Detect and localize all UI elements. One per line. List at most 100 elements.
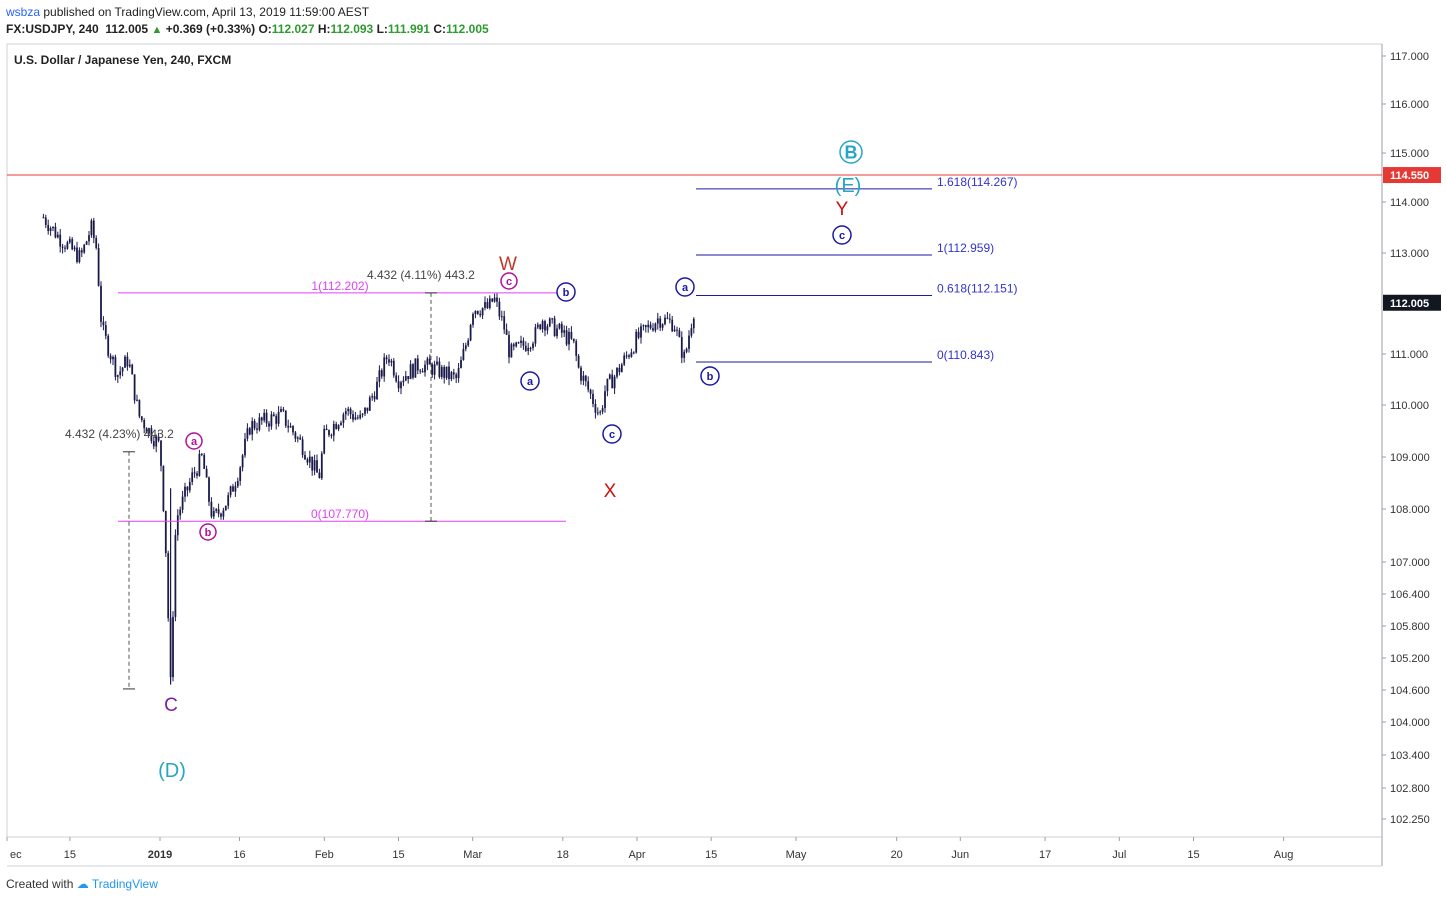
candle-body xyxy=(227,495,230,506)
y-tick-label: 104.000 xyxy=(1390,717,1430,729)
candle-body xyxy=(558,323,561,329)
candle-body xyxy=(229,486,232,496)
candle-body xyxy=(515,342,518,347)
last-price-label: 112.005 xyxy=(1390,298,1429,310)
candle-body xyxy=(563,330,566,333)
triangle-up-icon: ▲ xyxy=(151,24,163,36)
wave-label-b-major: B xyxy=(845,142,858,162)
x-tick-label: 17 xyxy=(1039,849,1051,861)
candle-body xyxy=(174,535,177,617)
candle-body xyxy=(356,417,359,419)
candle-body xyxy=(253,421,256,429)
candle-body xyxy=(606,378,609,392)
candle-body xyxy=(270,414,273,427)
candle-body xyxy=(589,389,592,394)
candle-body xyxy=(688,335,690,349)
candle-body xyxy=(421,371,424,373)
candle-body xyxy=(349,408,352,415)
measure-label: 4.432 (4.11%) 443.2 xyxy=(367,268,475,282)
candle-body xyxy=(644,325,647,328)
candle-body xyxy=(287,425,290,428)
wave-label-d: (D) xyxy=(158,760,186,782)
y-tick-label: 116.000 xyxy=(1390,99,1429,111)
x-tick-label: Aug xyxy=(1274,849,1294,861)
y-tick-label: 109.000 xyxy=(1390,452,1430,464)
candle-body xyxy=(92,220,95,238)
y-tick-label: 102.250 xyxy=(1390,814,1430,826)
candle-body xyxy=(198,453,201,476)
candle-body xyxy=(133,374,136,401)
candle-body xyxy=(320,453,323,479)
candle-body xyxy=(378,370,381,382)
candle-body xyxy=(251,421,254,435)
candle-body xyxy=(613,376,616,389)
candle-body xyxy=(344,411,347,415)
high-value: 112.093 xyxy=(330,22,374,36)
candle-body xyxy=(668,318,671,320)
candle-body xyxy=(138,399,141,417)
candle-body xyxy=(500,316,503,318)
candle-body xyxy=(582,375,585,381)
candle-body xyxy=(647,324,650,328)
candle-body xyxy=(628,355,630,357)
y-tick-label: 103.400 xyxy=(1390,750,1430,762)
x-tick-label: 20 xyxy=(891,849,903,861)
x-tick-label: Apr xyxy=(628,849,645,861)
candle-body xyxy=(145,428,148,434)
x-tick-label: ec xyxy=(10,849,22,861)
candle-body xyxy=(181,496,184,510)
tradingview-brand[interactable]: TradingView xyxy=(91,877,158,891)
y-tick-label: 117.000 xyxy=(1390,51,1429,63)
candle-body xyxy=(205,468,208,478)
candle-body xyxy=(690,328,693,336)
x-tick-label: Mar xyxy=(463,849,482,861)
wave-label-b-major-circle xyxy=(839,140,863,164)
candle-body xyxy=(587,381,590,390)
high-label: H: xyxy=(317,22,331,36)
candle-body xyxy=(200,453,203,455)
wave-label-b-minor: b xyxy=(563,287,570,299)
candle-body xyxy=(114,356,117,377)
wave-label-a-minor: a xyxy=(191,436,198,448)
candle-body xyxy=(143,420,146,429)
candle-body xyxy=(359,414,362,419)
candle-body xyxy=(659,318,662,328)
y-tick-label: 105.800 xyxy=(1390,621,1430,633)
candle-body xyxy=(212,510,215,517)
wave-label-x: X xyxy=(604,481,617,502)
candle-body xyxy=(388,359,390,363)
tradingview-logo-icon[interactable]: ☁ xyxy=(76,877,89,891)
candle-body xyxy=(64,247,66,249)
candle-body xyxy=(116,375,119,377)
open-value: 112.027 xyxy=(271,22,315,36)
candle-body xyxy=(539,324,542,330)
candle-body xyxy=(404,376,407,381)
wave-label-b-minor: b xyxy=(205,527,212,539)
wave-label-b-minor-circle xyxy=(700,366,720,386)
candle-body xyxy=(637,331,640,338)
fib-level-label: 0(110.843) xyxy=(937,348,994,362)
candle-body xyxy=(445,366,448,378)
candle-body xyxy=(649,324,652,329)
candle-body xyxy=(340,422,342,426)
candle-body xyxy=(493,297,496,302)
close-label: C: xyxy=(433,22,446,36)
wave-label-c-minor-circle xyxy=(832,225,852,245)
candle-body xyxy=(642,325,645,327)
candle-body xyxy=(692,318,695,329)
candle-body xyxy=(577,355,580,368)
resistance-price-badge xyxy=(1383,167,1441,184)
candle-body xyxy=(150,428,153,442)
x-tick-label: Jul xyxy=(1112,849,1126,861)
candle-body xyxy=(44,217,47,225)
candle-body xyxy=(556,328,558,337)
candle-body xyxy=(565,330,568,345)
candle-body xyxy=(661,324,664,328)
x-tick-label: 16 xyxy=(233,849,245,861)
candle-body xyxy=(308,456,311,463)
candle-body xyxy=(284,410,287,426)
candle-body xyxy=(301,439,304,455)
author-link[interactable]: wsbza xyxy=(6,5,41,19)
wave-label-y: Y xyxy=(836,199,849,220)
